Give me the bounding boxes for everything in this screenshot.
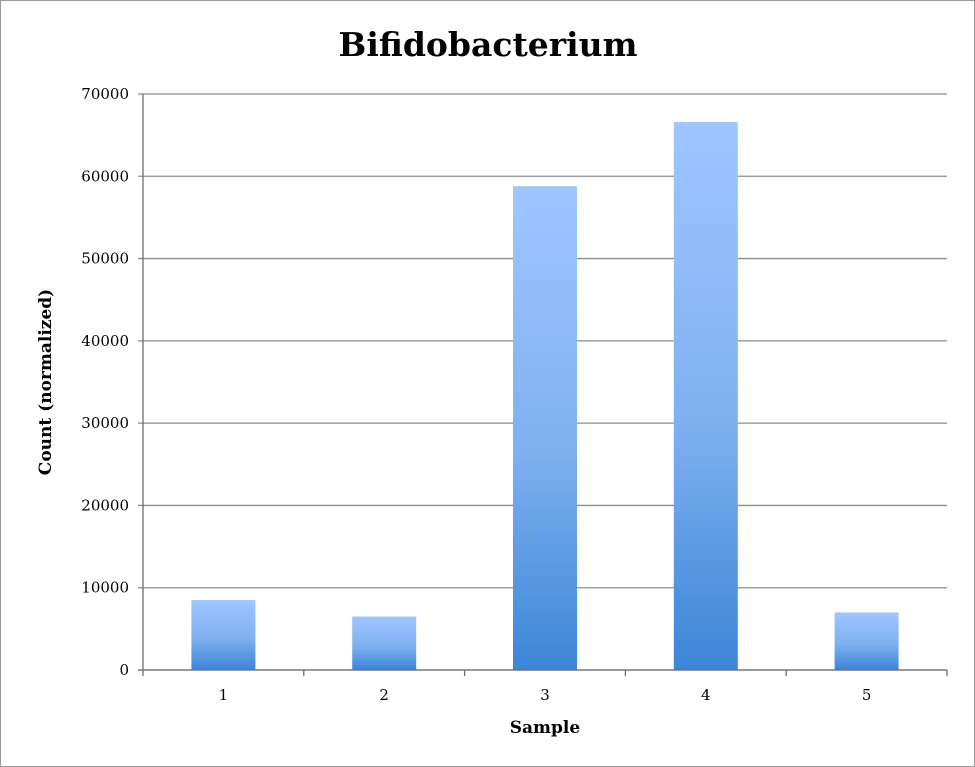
- x-axis-label: Sample: [510, 718, 581, 738]
- chart-title: Bifidobacterium: [338, 25, 637, 64]
- x-tick-labels: 1 2 3 4 5: [219, 686, 872, 704]
- axes: [138, 94, 948, 676]
- bar-sample-4: [673, 121, 738, 670]
- bar-sample-5: [834, 612, 899, 670]
- y-tick-label: 50000: [81, 250, 129, 268]
- x-tick-label: 3: [540, 686, 550, 704]
- y-tick-label: 60000: [81, 167, 129, 185]
- y-tick-label: 10000: [81, 579, 129, 597]
- bar-sample-1: [191, 600, 256, 670]
- y-tick-label: 70000: [81, 85, 129, 103]
- y-tick-label: 40000: [81, 332, 129, 350]
- bar-sample-2: [352, 616, 417, 670]
- x-tick-label: 4: [701, 686, 711, 704]
- x-tick-label: 2: [379, 686, 389, 704]
- y-tick-labels: 0 10000 20000 30000 40000 50000 60000 70000: [81, 85, 129, 679]
- bars: [191, 121, 899, 670]
- bar-sample-3: [513, 186, 577, 670]
- y-tick-label: 30000: [81, 414, 129, 432]
- x-tick-label: 5: [862, 686, 872, 704]
- x-tick-label: 1: [219, 686, 229, 704]
- y-tick-label: 0: [119, 661, 129, 679]
- y-axis-label: Count (normalized): [36, 289, 56, 475]
- y-tick-label: 20000: [81, 496, 129, 514]
